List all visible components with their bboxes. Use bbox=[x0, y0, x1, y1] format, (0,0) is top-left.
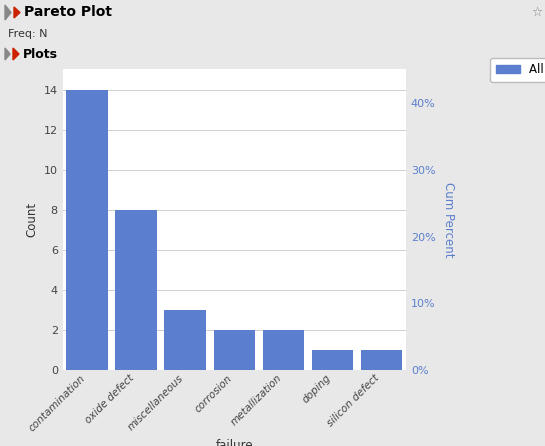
Text: Freq: N: Freq: N bbox=[8, 29, 47, 39]
Text: ☆: ☆ bbox=[531, 6, 543, 19]
Polygon shape bbox=[5, 48, 10, 60]
Bar bbox=[66, 90, 108, 370]
Bar bbox=[214, 330, 255, 370]
Polygon shape bbox=[14, 7, 20, 18]
Text: Plots: Plots bbox=[23, 48, 58, 61]
Legend: All Causes: All Causes bbox=[490, 58, 545, 83]
Y-axis label: Count: Count bbox=[25, 202, 38, 237]
Polygon shape bbox=[5, 5, 11, 20]
X-axis label: failure: failure bbox=[215, 439, 253, 446]
Polygon shape bbox=[13, 48, 19, 60]
Text: Pareto Plot: Pareto Plot bbox=[24, 5, 112, 20]
Bar bbox=[263, 330, 304, 370]
Y-axis label: Cum Percent: Cum Percent bbox=[442, 182, 455, 258]
Bar bbox=[116, 210, 157, 370]
Bar bbox=[312, 350, 353, 370]
Bar bbox=[361, 350, 402, 370]
Bar bbox=[165, 310, 206, 370]
